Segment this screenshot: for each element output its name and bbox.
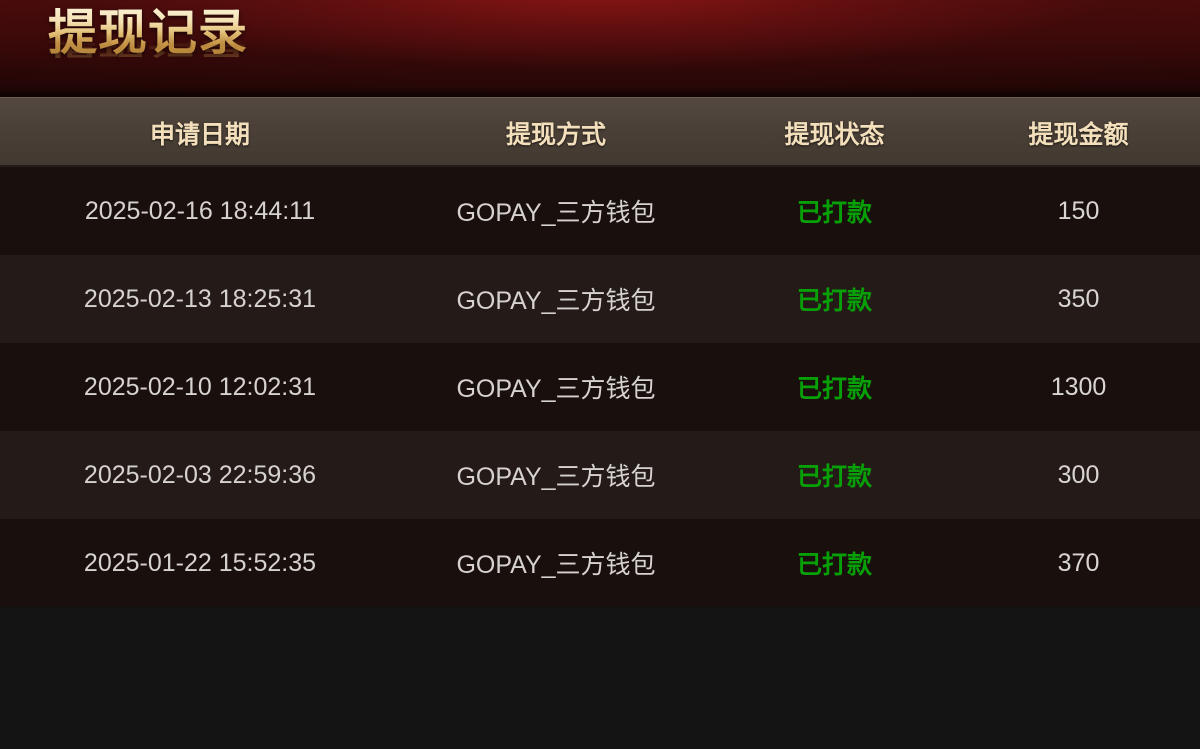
cell-date: 2025-02-13 18:25:31	[83, 284, 317, 313]
cell-date: 2025-02-03 22:59:36	[83, 460, 317, 489]
table-row[interactable]: 2025-02-16 18:44:11 GOPAY_三方钱包 已打款 150	[0, 167, 1200, 255]
status-badge: 已打款	[796, 462, 872, 491]
column-header-method: 提现方式	[505, 119, 606, 149]
title-wrap: 提现记录 提现记录	[48, 8, 468, 96]
cell-date: 2025-02-16 18:44:11	[84, 196, 316, 225]
empty-area	[0, 607, 1200, 749]
table-row[interactable]: 2025-02-10 12:02:31 GOPAY_三方钱包 已打款 1300	[0, 343, 1200, 431]
cell-method: GOPAY_三方钱包	[456, 287, 656, 315]
status-badge: 已打款	[796, 198, 872, 227]
cell-date: 2025-01-22 15:52:35	[83, 548, 317, 577]
cell-method: GOPAY_三方钱包	[456, 551, 656, 579]
table-row[interactable]: 2025-02-13 18:25:31 GOPAY_三方钱包 已打款 350	[0, 255, 1200, 343]
column-header-status: 提现状态	[784, 119, 885, 149]
status-badge: 已打款	[796, 550, 872, 579]
cell-method: GOPAY_三方钱包	[456, 375, 656, 403]
table-row[interactable]: 2025-01-22 15:52:35 GOPAY_三方钱包 已打款 370	[0, 519, 1200, 607]
cell-method: GOPAY_三方钱包	[456, 199, 656, 227]
column-header-date: 申请日期	[149, 119, 250, 149]
cell-amount: 300	[1057, 460, 1100, 489]
cell-method: GOPAY_三方钱包	[456, 463, 656, 491]
status-badge: 已打款	[796, 286, 872, 315]
cell-amount: 350	[1057, 284, 1100, 313]
column-header-amount: 提现金额	[1028, 119, 1129, 149]
withdrawal-records-table: 申请日期 提现方式 提现状态 提现金额 2025-02-16 18:44:11 …	[0, 97, 1200, 607]
table-row[interactable]: 2025-02-03 22:59:36 GOPAY_三方钱包 已打款 300	[0, 431, 1200, 519]
page-title: 提现记录	[48, 8, 468, 57]
status-badge: 已打款	[796, 374, 872, 403]
cell-amount: 150	[1057, 196, 1100, 225]
table-header-row: 申请日期 提现方式 提现状态 提现金额	[0, 97, 1200, 167]
title-banner: 提现记录 提现记录	[0, 0, 1200, 97]
cell-date: 2025-02-10 12:02:31	[83, 372, 317, 401]
cell-amount: 370	[1057, 548, 1100, 577]
cell-amount: 1300	[1050, 372, 1107, 401]
